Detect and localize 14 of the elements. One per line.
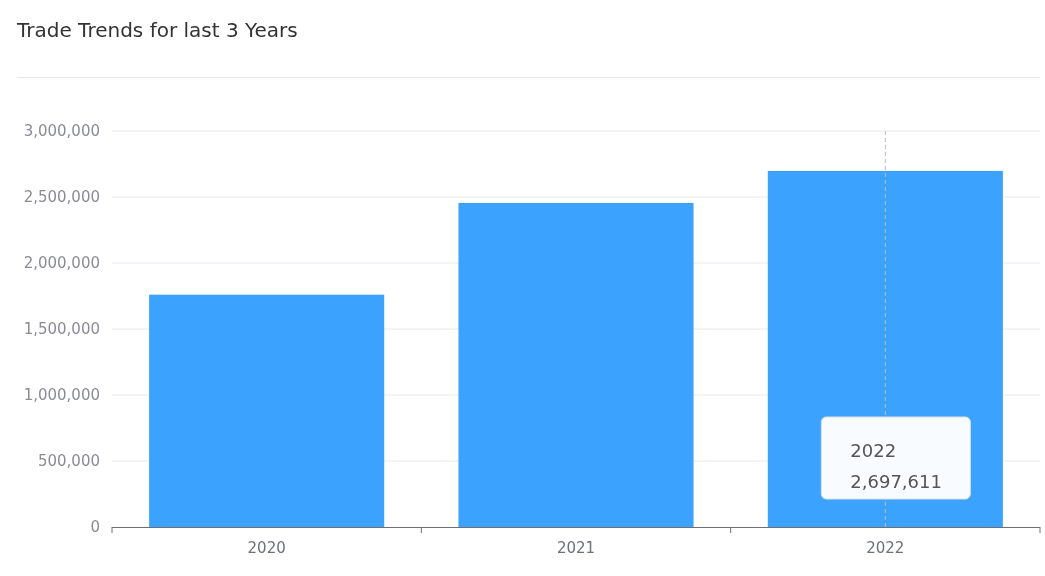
chart-title: Trade Trends for last 3 Years — [16, 18, 298, 42]
x-tick-label: 2021 — [556, 539, 596, 557]
y-tick-label: 500,000 — [37, 452, 100, 471]
bar — [149, 294, 385, 527]
y-tick-label: 2,500,000 — [23, 188, 100, 207]
annotation: 2022 2,697,611 — [850, 440, 942, 492]
y-tick-label: 1,500,000 — [23, 320, 100, 339]
y-tick-label: 0 — [90, 518, 100, 537]
y-tick-label: 3,000,000 — [23, 122, 100, 141]
x-tick-label: 2022 — [866, 539, 905, 557]
y-tick-label: 2,000,000 — [23, 254, 100, 273]
bar — [458, 202, 694, 527]
y-tick-label: 1,000,000 — [23, 386, 100, 405]
x-tick-label: 2020 — [247, 539, 286, 557]
